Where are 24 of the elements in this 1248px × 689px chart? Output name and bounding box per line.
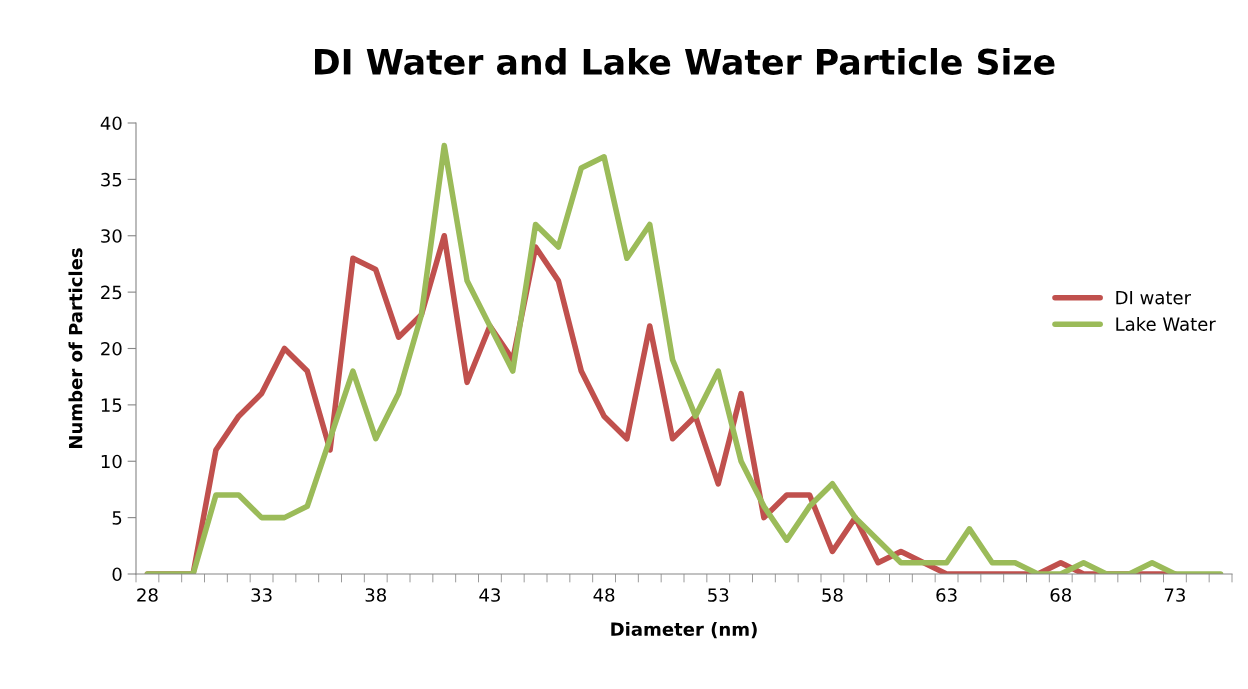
x-tick-label: 58: [822, 588, 843, 602]
y-tick-label: 20: [101, 341, 122, 356]
y-tick-label: 35: [101, 172, 122, 187]
chart-title: DI Water and Lake Water Particle Size: [315, 48, 1055, 75]
x-tick-label: 53: [708, 588, 729, 602]
y-axis-title: Number of Particles: [68, 248, 83, 448]
y-tick-label: 10: [101, 454, 122, 469]
x-tick-label: 33: [251, 588, 272, 602]
y-tick-label: 30: [101, 229, 122, 243]
y-tick-label: 40: [100, 116, 122, 131]
x-tick-label: 73: [1164, 588, 1185, 602]
x-tick-label: 43: [479, 588, 500, 602]
x-axis-title: Diameter (nm): [611, 622, 757, 639]
legend-label: DI water: [1116, 290, 1192, 305]
x-tick-label: 63: [936, 588, 957, 602]
x-tick-label: 28: [137, 588, 158, 602]
y-tick-label: 25: [101, 285, 122, 300]
x-tick-label: 38: [365, 588, 386, 602]
legend-label: Lake Water: [1116, 316, 1216, 331]
x-tick-label: 68: [1050, 588, 1071, 602]
x-tick-label: 48: [593, 588, 615, 602]
y-tick-label: 0: [112, 567, 122, 582]
y-tick-label: 15: [101, 398, 122, 412]
y-tick-label: 5: [112, 511, 122, 525]
